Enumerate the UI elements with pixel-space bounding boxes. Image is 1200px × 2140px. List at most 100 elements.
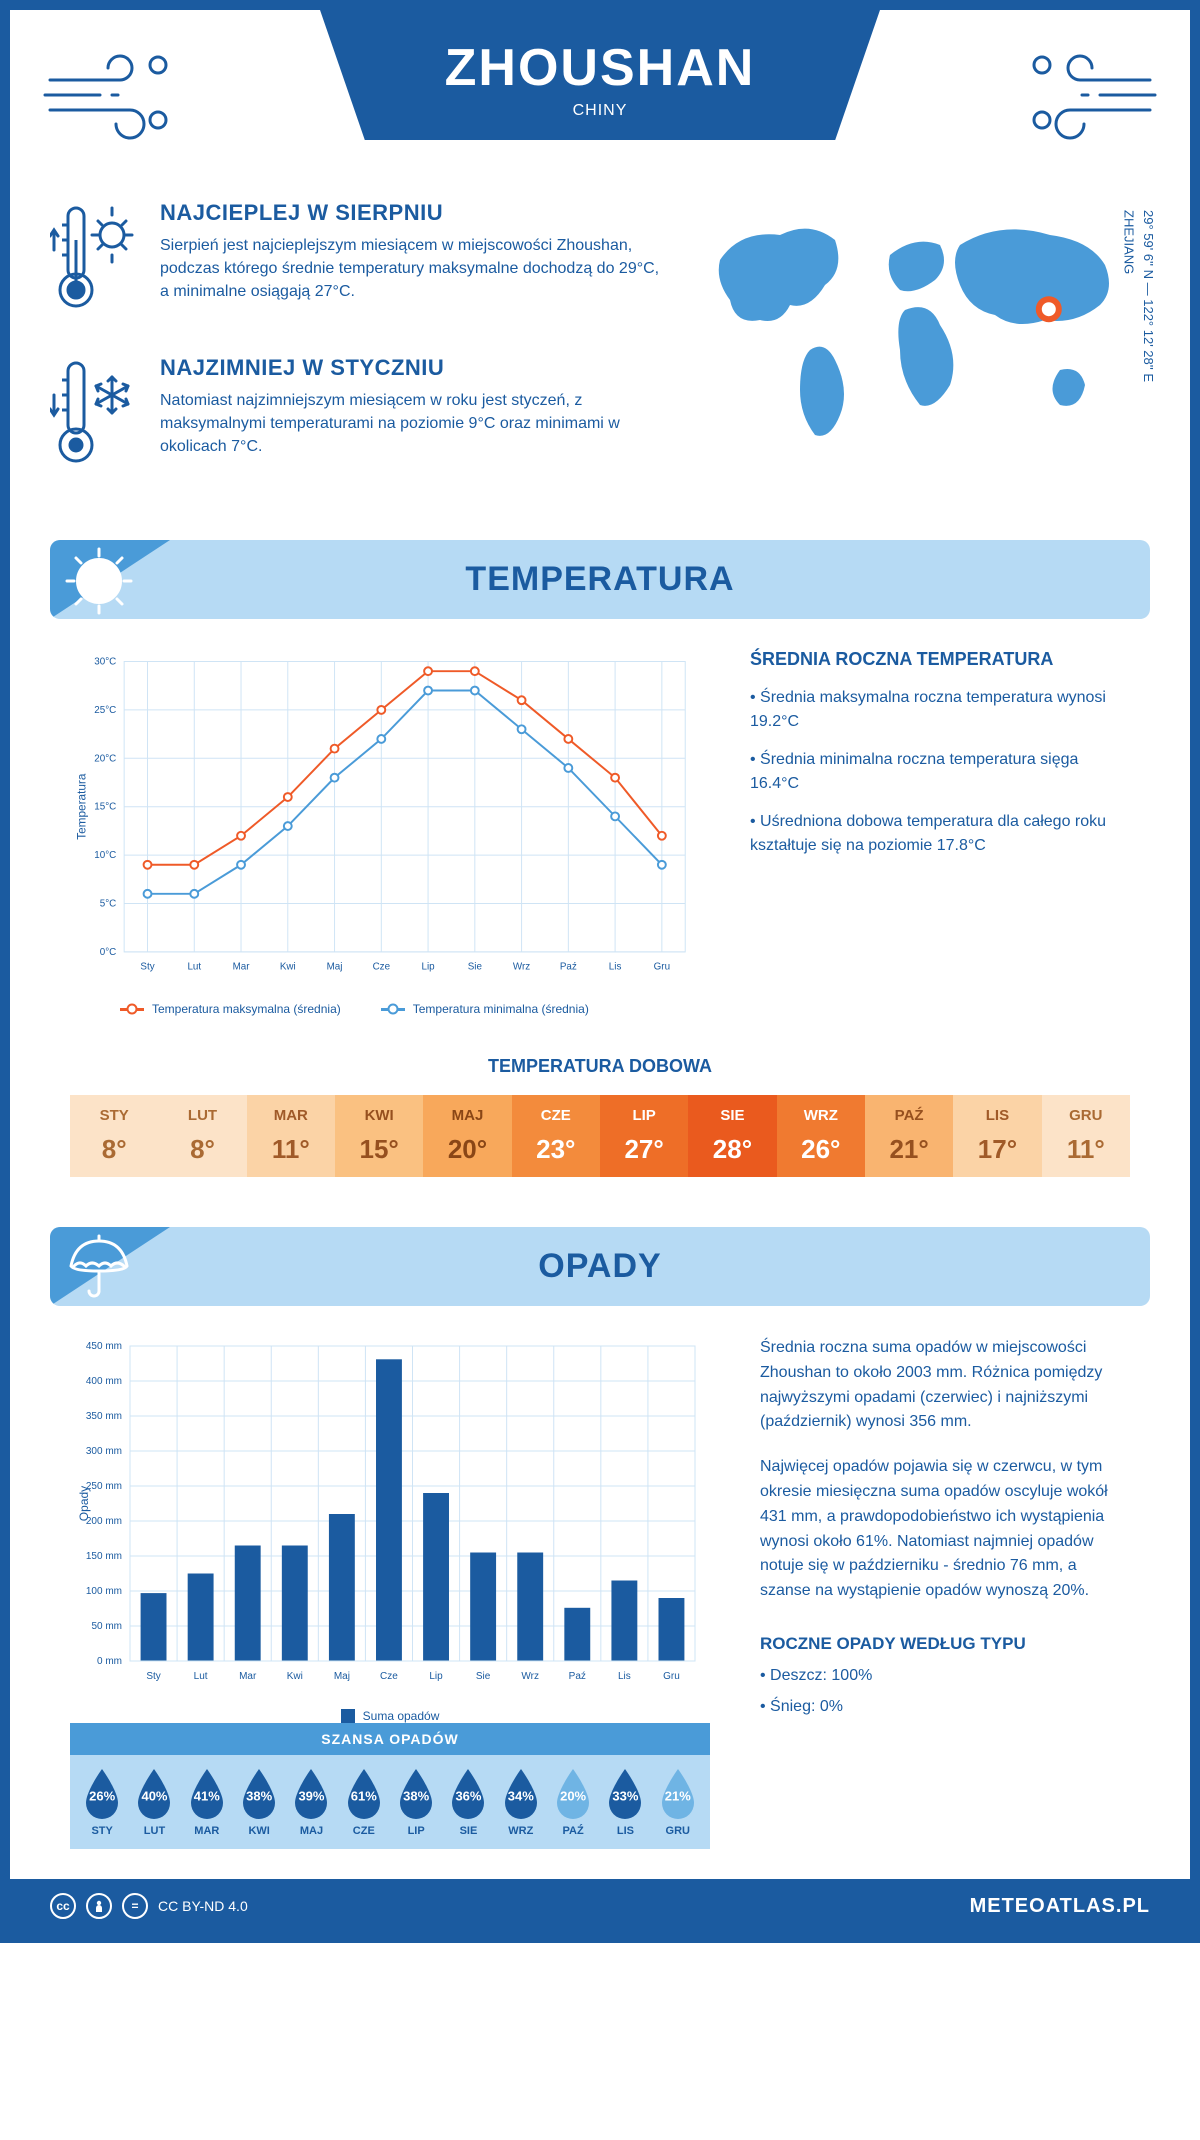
svg-text:Mar: Mar: [233, 962, 251, 973]
svg-text:0°C: 0°C: [100, 947, 117, 958]
daily-temp-cell: CZE23°: [512, 1095, 600, 1177]
thermometer-sun-icon: [50, 200, 140, 325]
svg-text:10°C: 10°C: [94, 850, 116, 861]
svg-text:Lip: Lip: [422, 962, 436, 973]
daily-temp-cell: MAJ20°: [423, 1095, 511, 1177]
svg-text:150 mm: 150 mm: [86, 1551, 122, 1562]
svg-text:Maj: Maj: [327, 962, 343, 973]
line-chart-legend: Temperatura maksymalna (średnia) Tempera…: [70, 1002, 700, 1016]
precipitation-bar-chart: 0 mm 50 mm 100 mm 150 mm 200 mm 250 mm 300 mm 3…: [70, 1336, 710, 1723]
precipitation-stats: Średnia roczna suma opadów w miejscowośc…: [760, 1336, 1130, 1849]
stat-bullet: • Średnia minimalna roczna temperatura s…: [750, 748, 1130, 796]
svg-text:Gru: Gru: [663, 1671, 680, 1682]
svg-text:Cze: Cze: [380, 1671, 398, 1682]
fact-warmest: NAJCIEPLEJ W SIERPNIU Sierpień jest najc…: [50, 200, 660, 325]
chance-drop-cell: 34%WRZ: [495, 1767, 547, 1837]
chance-drop-cell: 38%KWI: [233, 1767, 285, 1837]
wind-icon: [40, 40, 180, 140]
svg-text:Wrz: Wrz: [513, 962, 530, 973]
svg-text:Cze: Cze: [373, 962, 391, 973]
stat-bullet: • Uśredniona dobowa temperatura dla całe…: [750, 810, 1130, 858]
svg-text:Paź: Paź: [569, 1671, 586, 1682]
svg-text:200 mm: 200 mm: [86, 1516, 122, 1527]
precipitation-chance-box: SZANSA OPADÓW 26%STY40%LUT41%MAR38%KWI39…: [70, 1723, 710, 1849]
svg-text:5°C: 5°C: [100, 898, 117, 909]
chance-drop-cell: 40%LUT: [128, 1767, 180, 1837]
footer: cc = CC BY-ND 4.0 METEOATLAS.PL: [10, 1879, 1190, 1933]
daily-temp-cell: SIE28°: [688, 1095, 776, 1177]
daily-temp-cell: KWI15°: [335, 1095, 423, 1177]
fact-warm-title: NAJCIEPLEJ W SIERPNIU: [160, 200, 660, 226]
section-banner-temperature: TEMPERATURA: [50, 540, 1150, 619]
city-title: ZHOUSHAN: [400, 38, 800, 98]
by-icon: [86, 1893, 112, 1919]
svg-text:350 mm: 350 mm: [86, 1411, 122, 1422]
umbrella-icon: [64, 1233, 134, 1303]
intro-row: NAJCIEPLEJ W SIERPNIU Sierpień jest najc…: [10, 180, 1190, 540]
chance-drop-cell: 41%MAR: [181, 1767, 233, 1837]
coordinates: 29° 59' 6'' N — 122° 12' 28'' E ZHEJIANG: [1119, 210, 1158, 382]
svg-text:20°C: 20°C: [94, 753, 116, 764]
title-banner: ZHOUSHAN CHINY: [320, 10, 880, 140]
stat-bullet: • Średnia maksymalna roczna temperatura …: [750, 686, 1130, 734]
fact-cold-title: NAJZIMNIEJ W STYCZNIU: [160, 355, 660, 381]
daily-temp-cell: LIP27°: [600, 1095, 688, 1177]
svg-text:400 mm: 400 mm: [86, 1376, 122, 1387]
svg-text:0 mm: 0 mm: [97, 1656, 122, 1667]
svg-text:Temperatura: Temperatura: [75, 773, 89, 840]
svg-text:50 mm: 50 mm: [91, 1621, 122, 1632]
fact-warm-body: Sierpień jest najcieplejszym miesiącem w…: [160, 234, 660, 304]
chance-drop-cell: 21%GRU: [652, 1767, 704, 1837]
svg-text:Gru: Gru: [654, 962, 670, 973]
svg-text:300 mm: 300 mm: [86, 1446, 122, 1457]
svg-text:Opady: Opady: [77, 1486, 91, 1521]
svg-text:Mar: Mar: [239, 1671, 257, 1682]
daily-temp-cell: LIS17°: [953, 1095, 1041, 1177]
daily-temp-title: TEMPERATURA DOBOWA: [10, 1056, 1190, 1077]
svg-text:Sie: Sie: [476, 1671, 491, 1682]
chance-drop-cell: 36%SIE: [442, 1767, 494, 1837]
svg-text:Kwi: Kwi: [280, 962, 296, 973]
svg-text:100 mm: 100 mm: [86, 1586, 122, 1597]
sun-icon: [64, 546, 134, 616]
section-banner-precipitation: OPADY: [50, 1227, 1150, 1306]
svg-text:Lut: Lut: [194, 1671, 208, 1682]
svg-text:250 mm: 250 mm: [86, 1481, 122, 1492]
fact-cold-body: Natomiast najzimniejszym miesiącem w rok…: [160, 389, 660, 459]
chance-drop-cell: 39%MAJ: [285, 1767, 337, 1837]
daily-temp-cell: MAR11°: [247, 1095, 335, 1177]
svg-text:Sty: Sty: [140, 962, 154, 973]
svg-text:25°C: 25°C: [94, 705, 116, 716]
daily-temp-cell: WRZ26°: [777, 1095, 865, 1177]
brand: METEOATLAS.PL: [970, 1895, 1150, 1918]
country-subtitle: CHINY: [400, 102, 800, 120]
stat-bullet: • Śnieg: 0%: [760, 1695, 1130, 1720]
nd-icon: =: [122, 1893, 148, 1919]
svg-text:Sie: Sie: [468, 962, 483, 973]
svg-text:Lis: Lis: [618, 1671, 631, 1682]
world-map-box: 29° 59' 6'' N — 122° 12' 28'' E ZHEJIANG: [690, 200, 1150, 510]
daily-temp-cell: PAŹ21°: [865, 1095, 953, 1177]
world-map: [690, 200, 1150, 460]
svg-text:Maj: Maj: [334, 1671, 350, 1682]
svg-text:30°C: 30°C: [94, 656, 116, 667]
svg-text:Kwi: Kwi: [287, 1671, 303, 1682]
stat-bullet: • Deszcz: 100%: [760, 1664, 1130, 1689]
map-marker: [1039, 299, 1059, 319]
thermometer-snow-icon: [50, 355, 140, 480]
daily-temp-cell: GRU11°: [1042, 1095, 1130, 1177]
svg-text:Lis: Lis: [609, 962, 622, 973]
chance-drop-cell: 38%LIP: [390, 1767, 442, 1837]
svg-text:Sty: Sty: [146, 1671, 160, 1682]
svg-text:Wrz: Wrz: [521, 1671, 539, 1682]
daily-temp-strip: STY8°LUT8°MAR11°KWI15°MAJ20°CZE23°LIP27°…: [70, 1095, 1130, 1177]
chance-drop-cell: 61%CZE: [338, 1767, 390, 1837]
svg-text:Lut: Lut: [187, 962, 201, 973]
temperature-line-chart: 0°C5°C10°C15°C20°C25°C30°CStyLutMarKwiMa…: [70, 649, 700, 1016]
header: ZHOUSHAN CHINY: [10, 10, 1190, 180]
fact-coldest: NAJZIMNIEJ W STYCZNIU Natomiast najzimni…: [50, 355, 660, 480]
daily-temp-cell: STY8°: [70, 1095, 158, 1177]
chance-drop-cell: 20%PAŹ: [547, 1767, 599, 1837]
svg-text:Paź: Paź: [560, 962, 577, 973]
wind-icon: [1020, 40, 1160, 140]
